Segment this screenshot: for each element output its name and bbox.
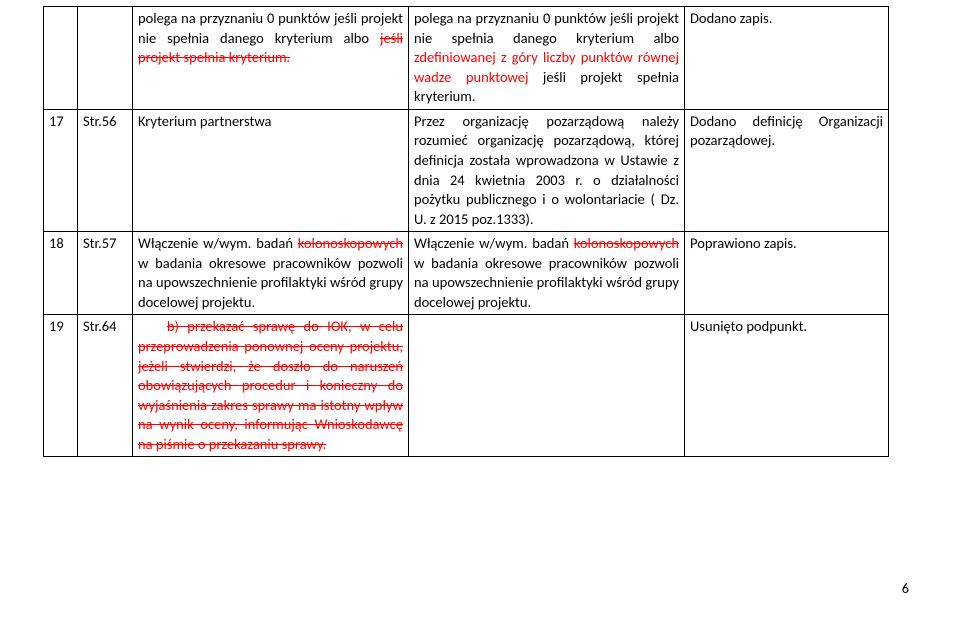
text: polega na przyznaniu 0 punktów jeśli pro… — [138, 9, 403, 47]
table-row: 18 Str.57 Włączenie w/wym. badań kolonos… — [44, 232, 889, 315]
text: Włączenie w/wym. badań — [138, 234, 298, 252]
cell-original: Włączenie w/wym. badań kolonoskopowych w… — [133, 232, 409, 315]
cell-note: Poprawiono zapis. — [685, 232, 889, 315]
strike-text: b) przekazać sprawę do IOK, w celu przep… — [138, 317, 403, 452]
table-row: polega na przyznaniu 0 punktów jeśli pro… — [44, 7, 889, 110]
cell-revised: Włączenie w/wym. badań kolonoskopowych w… — [409, 232, 685, 315]
cell-note: Usunięto podpunkt. — [685, 315, 889, 457]
cell-ref: Str.56 — [78, 109, 133, 231]
cell-original: polega na przyznaniu 0 punktów jeśli pro… — [133, 7, 409, 110]
cell-note: Dodano zapis. — [685, 7, 889, 110]
table-row: 19 Str.64 ____b) przekazać sprawę do IOK… — [44, 315, 889, 457]
cell-index: 19 — [44, 315, 78, 457]
document-page: polega na przyznaniu 0 punktów jeśli pro… — [0, 0, 959, 619]
text: Włączenie w/wym. badań — [414, 234, 574, 252]
cell-ref: Str.64 — [78, 315, 133, 457]
text: w badania okresowe pracowników pozwoli n… — [138, 254, 403, 311]
page-number: 6 — [902, 580, 909, 599]
cell-revised — [409, 315, 685, 457]
cell-ref: Str.57 — [78, 232, 133, 315]
amendments-table: polega na przyznaniu 0 punktów jeśli pro… — [43, 6, 889, 457]
strike-text: kolonoskopowych — [298, 234, 403, 252]
cell-revised: polega na przyznaniu 0 punktów jeśli pro… — [409, 7, 685, 110]
cell-index: 17 — [44, 109, 78, 231]
text: w badania okresowe pracowników pozwoli n… — [414, 254, 679, 311]
table-row: 17 Str.56 Kryterium partnerstwa Przez or… — [44, 109, 889, 231]
cell-revised: Przez organizację pozarządową należy roz… — [409, 109, 685, 231]
strike-text: kolonoskopowych — [574, 234, 679, 252]
cell-ref — [78, 7, 133, 110]
cell-index — [44, 7, 78, 110]
cell-original: ____b) przekazać sprawę do IOK, w celu p… — [133, 315, 409, 457]
text: polega na przyznaniu 0 punktów jeśli pro… — [414, 9, 679, 47]
cell-index: 18 — [44, 232, 78, 315]
cell-note: Dodano definicję Organizacji pozarządowe… — [685, 109, 889, 231]
cell-original: Kryterium partnerstwa — [133, 109, 409, 231]
